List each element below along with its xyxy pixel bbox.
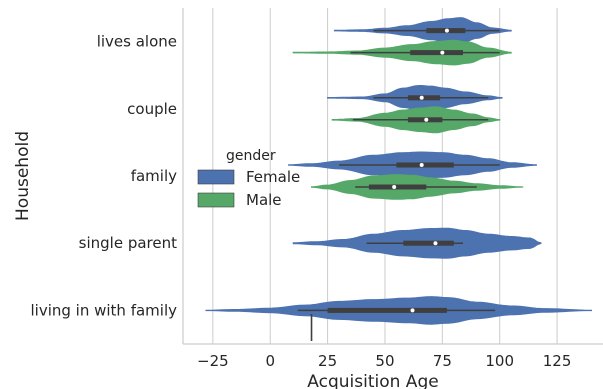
x-tick-label: 75 <box>433 352 452 370</box>
legend-title: gender <box>226 148 276 164</box>
y-tick-label: single parent <box>79 234 177 252</box>
x-tick-label: 0 <box>265 352 275 370</box>
violins <box>205 17 592 341</box>
legend-label: Male <box>246 191 282 209</box>
legend: gender Female Male <box>197 148 300 209</box>
violin-median-dot <box>419 163 424 167</box>
legend-swatch <box>197 192 235 208</box>
violin-median-dot <box>440 50 445 55</box>
x-tick-label: 100 <box>485 352 514 370</box>
x-tick-label: 25 <box>318 352 337 370</box>
x-tick-label: 50 <box>375 352 394 370</box>
legend-label: Female <box>246 168 300 186</box>
violin-iqr-box <box>410 50 463 56</box>
x-tick-label: 125 <box>543 352 572 370</box>
violin-median-dot <box>444 28 449 33</box>
violin-iqr-box <box>396 162 454 168</box>
violin-iqr-box <box>368 184 427 190</box>
violin-median-dot <box>392 185 397 189</box>
x-axis-title: Acquisition Age <box>307 372 438 389</box>
violin-median-dot <box>433 241 438 246</box>
violin-iqr-box <box>403 240 454 246</box>
violin-median-dot <box>410 308 415 313</box>
violin-median-dot <box>419 95 424 100</box>
y-tick-label: lives alone <box>97 33 177 51</box>
violin-iqr-box <box>407 95 441 101</box>
y-tick-label: family <box>131 167 177 185</box>
legend-swatch <box>197 169 235 185</box>
violin-iqr-box <box>327 307 447 313</box>
axes: −25 0 25 50 75 100 125 lives alone couple family s… <box>13 8 603 389</box>
violin-median-dot <box>424 117 429 122</box>
y-tick-label: couple <box>127 100 177 118</box>
y-tick-label: living in with family <box>30 301 177 319</box>
x-tick-label: −25 <box>197 352 229 370</box>
y-axis-title: Household <box>13 131 33 221</box>
